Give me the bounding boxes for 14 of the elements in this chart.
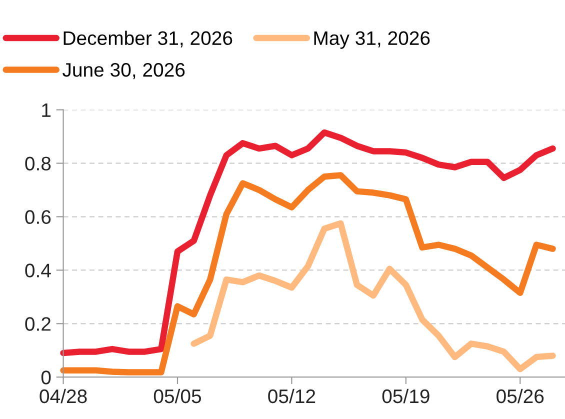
x-tick-label: 04/28 bbox=[40, 388, 87, 404]
y-tick-label: 0.2 bbox=[25, 317, 50, 331]
legend-label: December 31, 2026 bbox=[64, 30, 232, 48]
legend-label: June 30, 2026 bbox=[62, 63, 185, 80]
y-tick-label: 0 bbox=[41, 370, 51, 384]
y-tick-label: 0.6 bbox=[25, 210, 51, 224]
legend-label: May 31, 2026 bbox=[314, 31, 430, 49]
x-tick-label: 05/19 bbox=[382, 388, 430, 404]
x-tick-label: 05/26 bbox=[496, 388, 544, 404]
x-tick-label: 05/05 bbox=[154, 388, 202, 404]
y-tick-label: 1 bbox=[42, 103, 51, 117]
y-tick-label: 0.8 bbox=[25, 156, 51, 170]
x-tick-label: 05/12 bbox=[268, 388, 316, 404]
y-tick-label: 0.4 bbox=[25, 264, 51, 278]
